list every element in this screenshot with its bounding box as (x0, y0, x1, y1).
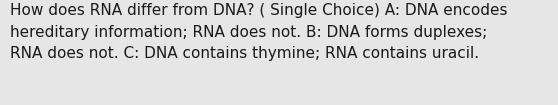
Text: How does RNA differ from DNA? ( Single Choice) A: DNA encodes
hereditary informa: How does RNA differ from DNA? ( Single C… (10, 3, 508, 61)
